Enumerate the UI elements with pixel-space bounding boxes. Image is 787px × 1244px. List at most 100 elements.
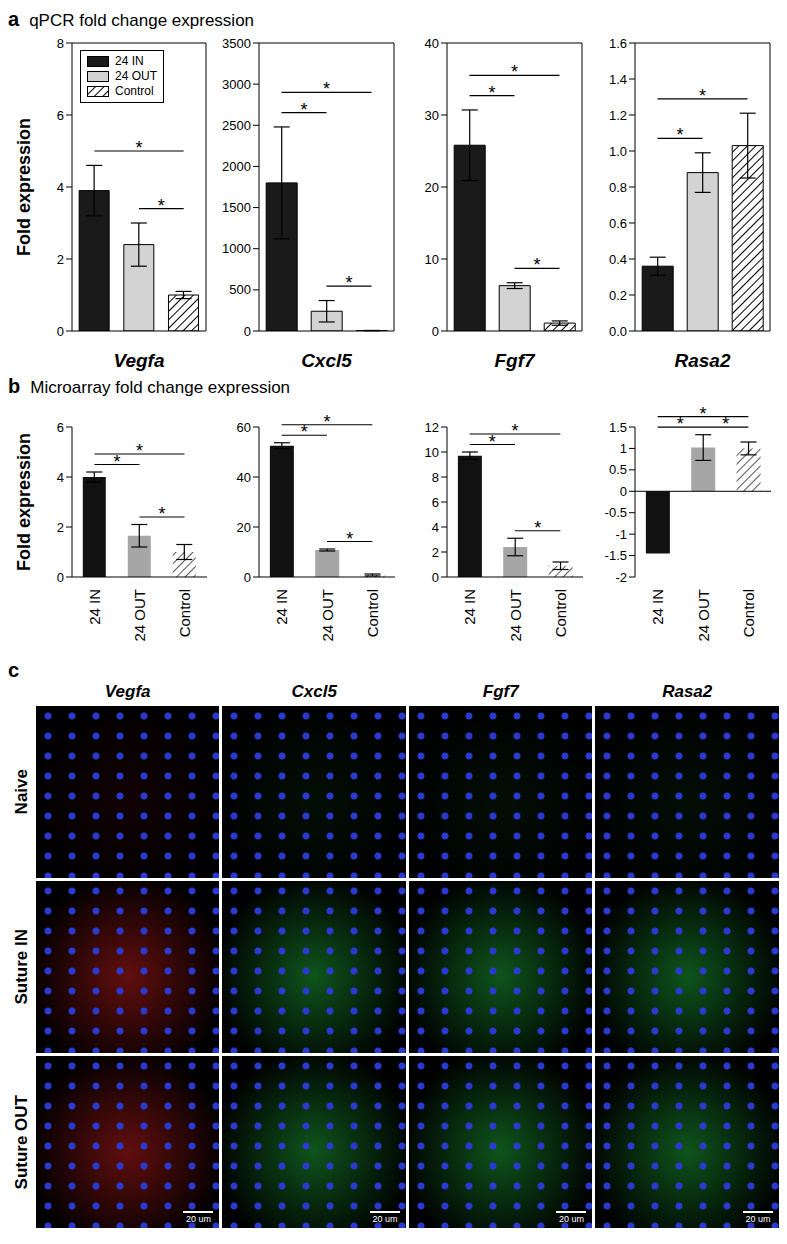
svg-text:Control: Control	[552, 589, 569, 637]
svg-text:2: 2	[432, 545, 439, 560]
html-text:Cxcl5: Cxcl5	[291, 682, 337, 701]
svg-text:40: 40	[237, 470, 251, 485]
svg-text:6: 6	[432, 495, 439, 510]
svg-text:-1: -1	[615, 527, 627, 542]
html-text:Suture OUT: Suture OUT	[12, 1094, 31, 1190]
svg-text:*: *	[136, 441, 143, 461]
svg-text:2000: 2000	[222, 159, 251, 174]
html-text:Fgf7: Fgf7	[482, 682, 519, 701]
svg-text:Fold expression: Fold expression	[14, 433, 34, 571]
svg-text:Cxcl5: Cxcl5	[301, 350, 352, 371]
svg-text:0: 0	[432, 324, 439, 339]
svg-text:*: *	[158, 196, 165, 216]
svg-text:*: *	[113, 452, 120, 472]
svg-text:Control: Control	[740, 589, 757, 637]
svg-text:3500: 3500	[222, 36, 251, 51]
svg-text:*: *	[533, 255, 540, 275]
svg-text:0.0: 0.0	[609, 324, 627, 339]
html-text:Microarray fold change express: Microarray fold change expression	[30, 378, 291, 397]
svg-text:8: 8	[57, 36, 64, 51]
svg-text:Fgf7: Fgf7	[494, 350, 536, 371]
svg-text:Fold expression: Fold expression	[14, 118, 34, 256]
svg-text:20: 20	[237, 520, 251, 535]
svg-text:6: 6	[57, 420, 64, 435]
html-text:Vegfa: Vegfa	[104, 682, 151, 701]
svg-text:*: *	[158, 504, 165, 524]
svg-text:10: 10	[425, 252, 439, 267]
svg-text:1500: 1500	[222, 200, 251, 215]
svg-text:*: *	[323, 79, 330, 99]
svg-text:60: 60	[237, 420, 251, 435]
svg-text:*: *	[699, 86, 706, 106]
svg-text:2500: 2500	[222, 118, 251, 133]
svg-text:24 OUT: 24 OUT	[319, 589, 336, 642]
svg-text:40: 40	[425, 36, 439, 51]
svg-text:1.0: 1.0	[609, 144, 627, 159]
svg-text:3000: 3000	[222, 77, 251, 92]
svg-text:Vegfa: Vegfa	[113, 350, 164, 371]
html-text:Suture IN: Suture IN	[12, 929, 31, 1005]
svg-text:-2: -2	[615, 570, 627, 585]
svg-text:*: *	[676, 125, 683, 145]
svg-text:*: *	[489, 432, 496, 452]
svg-text:0: 0	[57, 570, 64, 585]
svg-text:Control: Control	[176, 589, 193, 637]
html-text:24 IN: 24 IN	[115, 54, 144, 68]
svg-text:*: *	[722, 414, 729, 434]
svg-text:1.4: 1.4	[609, 72, 627, 87]
svg-text:24 IN: 24 IN	[86, 589, 103, 625]
svg-text:1.5: 1.5	[609, 420, 627, 435]
svg-text:*: *	[346, 529, 353, 549]
svg-text:1.6: 1.6	[609, 36, 627, 51]
svg-text:*: *	[135, 138, 142, 158]
svg-text:24 IN: 24 IN	[273, 589, 290, 625]
svg-text:0: 0	[244, 324, 251, 339]
svg-text:2: 2	[57, 520, 64, 535]
svg-text:*: *	[488, 83, 495, 103]
html-text:Rasa2: Rasa2	[662, 682, 713, 701]
svg-text:1: 1	[620, 441, 627, 456]
svg-text:-0.5: -0.5	[605, 505, 627, 520]
svg-text:4: 4	[57, 180, 64, 195]
html-text:qPCR fold change expression: qPCR fold change expression	[29, 11, 254, 30]
svg-text:24 IN: 24 IN	[461, 589, 478, 625]
svg-text:Control: Control	[364, 589, 381, 637]
svg-text:*: *	[300, 100, 307, 120]
svg-text:*: *	[511, 421, 518, 441]
svg-text:-1.5: -1.5	[605, 548, 627, 563]
svg-text:*: *	[323, 412, 330, 432]
svg-text:24 OUT: 24 OUT	[507, 589, 524, 642]
svg-text:*: *	[677, 414, 684, 434]
svg-text:0.4: 0.4	[609, 252, 627, 267]
svg-text:0: 0	[620, 484, 627, 499]
svg-text:8: 8	[432, 470, 439, 485]
svg-text:0.6: 0.6	[609, 216, 627, 231]
svg-text:4: 4	[432, 520, 439, 535]
svg-text:1.2: 1.2	[609, 108, 627, 123]
svg-text:20: 20	[425, 180, 439, 195]
svg-text:0.2: 0.2	[609, 288, 627, 303]
svg-text:0: 0	[432, 570, 439, 585]
svg-text:0.5: 0.5	[609, 462, 627, 477]
svg-text:*: *	[511, 62, 518, 82]
svg-text:0: 0	[244, 570, 251, 585]
svg-text:2: 2	[57, 252, 64, 267]
svg-text:30: 30	[425, 108, 439, 123]
html-text:Naive: Naive	[12, 769, 31, 815]
svg-text:*: *	[699, 404, 706, 424]
svg-text:24 OUT: 24 OUT	[695, 589, 712, 642]
svg-text:6: 6	[57, 108, 64, 123]
svg-text:24 IN: 24 IN	[649, 589, 666, 625]
svg-text:24 OUT: 24 OUT	[131, 589, 148, 642]
svg-text:*: *	[345, 273, 352, 293]
svg-text:1000: 1000	[222, 241, 251, 256]
svg-text:10: 10	[425, 445, 439, 460]
svg-text:0.8: 0.8	[609, 180, 627, 195]
svg-text:12: 12	[425, 420, 439, 435]
svg-text:*: *	[534, 518, 541, 538]
svg-text:Rasa2: Rasa2	[675, 350, 731, 371]
svg-text:0: 0	[57, 324, 64, 339]
svg-text:4: 4	[57, 470, 64, 485]
svg-text:500: 500	[229, 282, 251, 297]
svg-text:*: *	[301, 422, 308, 442]
